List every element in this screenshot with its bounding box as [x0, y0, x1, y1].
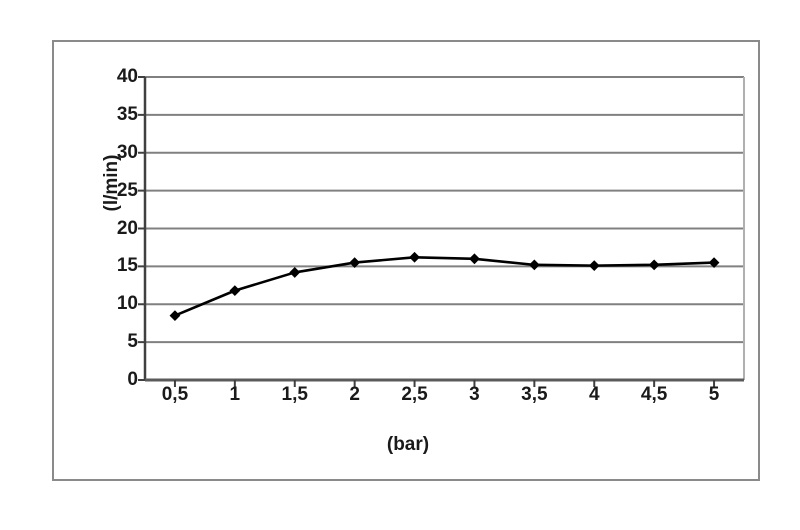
y-tick-label: 20 [116, 217, 138, 239]
y-tick-label: 0 [127, 369, 138, 390]
data-point-marker [349, 257, 361, 268]
data-point-marker [708, 257, 720, 268]
x-tick-label: 2 [349, 384, 360, 405]
y-axis-tick-labels: 40 35 30 25 20 15 10 5 0 [90, 42, 138, 479]
y-tick-label: 10 [116, 293, 138, 315]
x-tick-label: 2,5 [401, 384, 428, 405]
x-axis-tick-labels: 0,5 1 1,5 2 2,5 3 3,5 4 4,5 5 [54, 380, 762, 420]
x-tick-label: 1 [229, 384, 241, 405]
x-tick-label: 4 [588, 384, 600, 405]
x-axis-title: (bar) [386, 434, 430, 455]
y-tick-label: 15 [116, 255, 138, 277]
chart-frame: (l/min) 40 35 30 25 20 15 10 5 0 0,5 1 1,5 2 2,5 3 3,5… [52, 40, 760, 481]
y-tick-label: 40 [116, 66, 138, 87]
y-tick-label: 35 [116, 103, 138, 125]
y-tick-label: 5 [127, 331, 138, 353]
x-tick-label: 4,5 [640, 384, 668, 405]
data-line [173, 255, 716, 317]
data-point-marker [229, 285, 241, 297]
data-point-marker [588, 260, 600, 272]
chart-svg [138, 76, 745, 387]
data-point-marker [409, 251, 420, 263]
data-point-marker [528, 259, 540, 271]
x-tick-label: 1,5 [281, 384, 308, 405]
plot-area: (l/min) 40 35 30 25 20 15 10 5 0 0,5 1 1,5 2 2,5 3 3,5… [54, 42, 758, 479]
x-tick-label: 5 [708, 384, 720, 405]
data-point-marker [469, 253, 480, 265]
y-tick-label: 30 [116, 141, 138, 163]
x-tick-label: 3,5 [521, 384, 548, 405]
x-tick-label: 0,5 [161, 384, 189, 405]
data-point-marker [169, 310, 181, 322]
data-point-marker [289, 267, 301, 278]
y-tick-label: 25 [116, 179, 138, 201]
x-tick-label: 3 [469, 384, 480, 405]
data-point-marker [648, 259, 660, 271]
